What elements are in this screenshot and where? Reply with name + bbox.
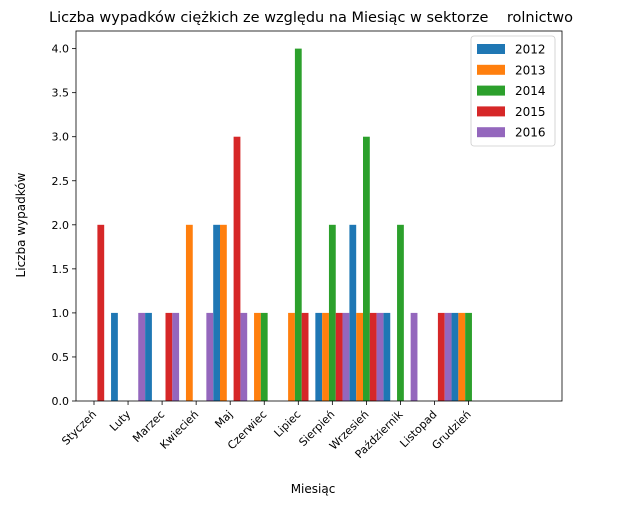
legend-label-2016: 2016 <box>515 126 546 140</box>
y-tick-label-6: 3.0 <box>52 131 70 144</box>
bar-2013-6 <box>288 312 295 401</box>
bar-2015-2 <box>165 312 173 401</box>
bar-2012-9 <box>383 312 391 401</box>
bar-2014-6 <box>294 48 302 402</box>
bar-2015-10 <box>437 312 445 401</box>
legend-swatch-2016 <box>477 127 505 138</box>
x-tick-label-4: Maj <box>212 408 235 431</box>
y-tick-label-2: 1.0 <box>52 307 70 320</box>
bar-2012-8 <box>349 224 357 401</box>
y-axis-label: Liczba wypadków <box>14 172 28 277</box>
legend-label-2014: 2014 <box>515 84 546 98</box>
bar-2016-1 <box>138 312 146 401</box>
y-tick-label-0: 0.0 <box>52 395 70 408</box>
bar-2015-0 <box>97 224 105 401</box>
legend-box <box>470 35 556 147</box>
legend-label-2012: 2012 <box>515 43 546 57</box>
y-tick-label-1: 0.5 <box>52 351 70 364</box>
chart-title: Liczba wypadków ciężkich ze względu na M… <box>49 10 573 26</box>
bar-2013-8 <box>356 312 363 401</box>
bar-2012-1 <box>111 312 118 401</box>
y-tick-label-7: 3.5 <box>52 87 70 100</box>
bar-2014-5 <box>260 312 268 401</box>
bar-2015-8 <box>369 312 377 401</box>
bar-2016-10 <box>444 312 452 401</box>
bar-2016-4 <box>240 312 248 401</box>
bar-2013-11 <box>458 312 466 401</box>
y-tick-label-3: 1.5 <box>52 263 70 276</box>
x-axis-label: Miesiąc <box>291 482 336 496</box>
legend-label-2013: 2013 <box>515 63 546 77</box>
bar-2012-7 <box>315 312 323 401</box>
x-tick-label-6: Lipiec <box>272 408 304 440</box>
legend-label-2015: 2015 <box>515 105 546 119</box>
bar-2012-2 <box>145 312 152 401</box>
bar-2014-7 <box>328 224 336 401</box>
bar-2013-7 <box>322 312 329 401</box>
bar-2016-9 <box>410 312 418 401</box>
bar-2016-8 <box>376 312 384 401</box>
legend-swatch-2013 <box>477 64 505 75</box>
bar-2012-4 <box>213 224 220 401</box>
bar-2016-3 <box>206 312 214 401</box>
bar-2013-4 <box>220 224 227 401</box>
bar-2014-8 <box>363 136 370 401</box>
bar-2016-2 <box>172 312 180 401</box>
bar-2014-11 <box>465 312 472 401</box>
axes-frame <box>75 30 563 402</box>
bar-2015-4 <box>233 136 241 401</box>
x-tick-label-0: Styczeń <box>59 408 99 448</box>
bar-2014-9 <box>397 224 404 401</box>
legend-swatch-2014 <box>477 85 505 96</box>
legend-swatch-2015 <box>477 106 505 117</box>
bar-2012-11 <box>451 312 459 401</box>
y-tick-label-4: 2.0 <box>52 219 70 232</box>
y-tick-label-5: 2.5 <box>52 175 70 188</box>
legend: 2012 2013 2014 2015 2016 <box>470 35 556 147</box>
y-tick-label-8: 4.0 <box>52 43 70 56</box>
bar-2015-7 <box>335 312 343 401</box>
x-tick-label-1: Luty <box>107 408 133 434</box>
bar-2015-6 <box>301 312 309 401</box>
bar-2013-3 <box>185 224 193 401</box>
legend-swatch-2012 <box>477 44 505 54</box>
bar-2013-5 <box>254 312 261 401</box>
bar-2016-7 <box>342 312 350 401</box>
